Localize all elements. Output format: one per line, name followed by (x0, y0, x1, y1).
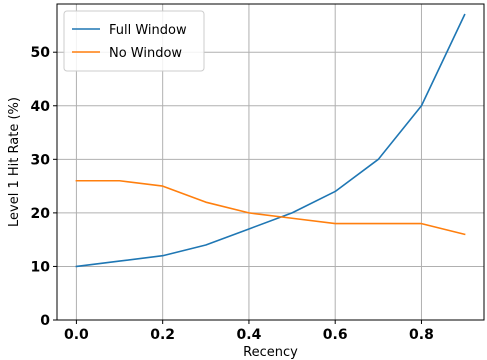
x-tick-label: 0.2 (150, 327, 175, 343)
x-axis-label: Recency (243, 345, 298, 360)
y-tick-label: 20 (31, 206, 51, 222)
legend-label: Full Window (109, 23, 187, 38)
series-line-no-window (75, 179, 466, 236)
x-tick-label: 0.0 (64, 327, 89, 343)
legend-box (63, 10, 205, 72)
y-axis-label: Level 1 Hit Rate (%) (7, 97, 22, 227)
x-tick-label: 0.8 (409, 327, 434, 343)
series-lines (75, 13, 466, 268)
y-tick-label: 30 (31, 152, 51, 168)
plot-area-frame (56, 3, 485, 321)
x-tick-label: 0.4 (237, 327, 262, 343)
y-tick-label: 40 (31, 99, 51, 115)
series-line-full-window (75, 13, 466, 268)
x-axis-ticks: 0.0 0.2 0.4 0.6 0.8 (64, 320, 434, 343)
legend: Full Window No Window (63, 10, 205, 72)
x-tick-label: 0.6 (323, 327, 348, 343)
y-tick-label: 10 (31, 259, 51, 275)
y-axis-ticks: 0 10 20 30 40 50 (31, 45, 57, 329)
y-tick-label: 50 (31, 45, 51, 61)
y-tick-label: 0 (40, 313, 50, 329)
legend-label: No Window (109, 46, 182, 61)
